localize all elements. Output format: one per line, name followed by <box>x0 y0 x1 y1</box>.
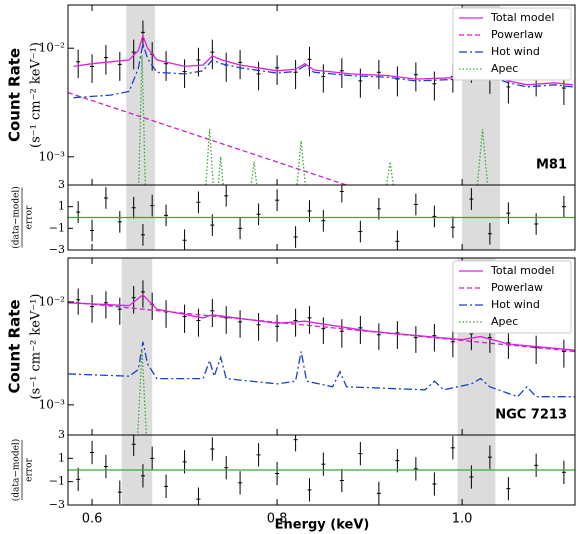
residual-y-tick-label: −1 <box>49 475 65 488</box>
residual-panel <box>68 185 575 250</box>
residual-y-tick-label: 3 <box>58 178 65 191</box>
legend-box <box>452 7 572 81</box>
legend-label: Total model <box>490 264 554 277</box>
y-tick-label: 10⁻³ <box>39 149 66 163</box>
residual-y-tick-label: −1 <box>49 221 65 234</box>
residual-frame <box>67 184 576 251</box>
legend-label: Hot wind <box>491 298 540 311</box>
residual-y-tick-label: 1 <box>58 451 65 464</box>
chart-1: 10⁻² 10⁻³ −3 −1 1 3 0.6 0.8 1.0 Energy (keV) Count… <box>6 257 576 533</box>
y-tick-label: 10⁻² <box>39 41 66 55</box>
model-line <box>138 55 489 185</box>
model-line <box>68 91 349 185</box>
y-tick-label: 10⁻³ <box>39 397 66 411</box>
model-line <box>68 294 575 351</box>
legend-label: Powerlaw <box>491 281 543 294</box>
y-axis-units: (s⁻¹ cm⁻² keV⁻¹) <box>29 42 44 148</box>
x-tick-label: 0.8 <box>267 512 288 527</box>
residual-y-tick-label: −3 <box>49 243 65 256</box>
residual-panel <box>68 435 575 505</box>
annotation: M81 <box>536 158 567 173</box>
residual-y-tick-label: 1 <box>58 200 65 213</box>
legend-label: Powerlaw <box>491 28 543 41</box>
x-tick-label: 0.6 <box>82 512 103 527</box>
band <box>121 258 153 435</box>
legend-label: Total model <box>490 11 554 24</box>
y-tick-label: 10⁻² <box>39 294 66 308</box>
y-axis-label: Count Rate <box>6 299 24 393</box>
legend-label: Apec <box>491 62 518 75</box>
legend-box <box>452 260 572 334</box>
y-axis-label: Count Rate <box>6 48 24 142</box>
residual-label-top: (data−model) <box>11 186 22 249</box>
residual-frame <box>67 434 576 506</box>
residual-label-bottom: error <box>25 205 35 229</box>
chart-0: 10⁻² 10⁻³ −3 −1 1 3 Count Rate (s⁻¹ cm⁻² keV⁻¹)… <box>6 4 576 256</box>
x-tick-label: 1.0 <box>452 512 473 527</box>
residual-label-top: (data−model) <box>11 439 22 502</box>
annotation: NGC 7213 <box>495 408 567 423</box>
legend-label: Hot wind <box>491 45 540 58</box>
residual-y-tick-label: −3 <box>49 498 65 511</box>
x-axis-label: Energy (keV) <box>275 518 370 533</box>
model-line <box>68 341 575 398</box>
legend-label: Apec <box>491 315 518 328</box>
residual-y-tick-label: 3 <box>58 428 65 441</box>
model-line <box>68 301 575 353</box>
residual-label-bottom: error <box>25 457 35 481</box>
y-axis-units: (s⁻¹ cm⁻² keV⁻¹) <box>29 294 44 400</box>
